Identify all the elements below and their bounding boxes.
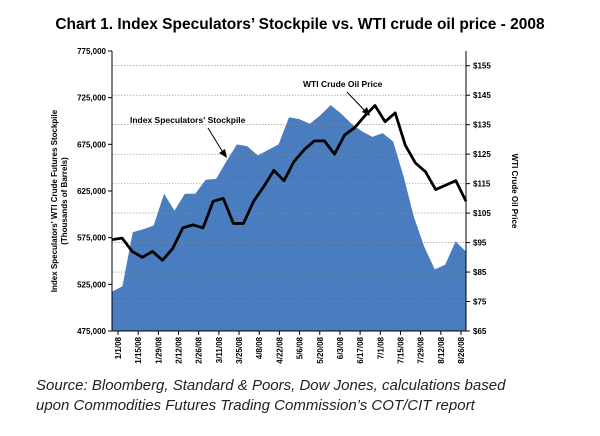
x-tick-labels: 1/1/08 1/15/08 1/29/08 2/12/08 2/26/08 3/11/0…: [114, 336, 466, 363]
x-tick-label: 6/17/08: [356, 336, 365, 363]
x-tick-label: 7/29/08: [417, 336, 426, 363]
source-note: Source: Bloomberg, Standard & Poors, Dow…: [36, 376, 596, 416]
y-right-tick-label: $125: [473, 150, 491, 159]
y-left-tick-label: 725,000: [77, 94, 106, 103]
price-annotation-arrowhead: [362, 107, 370, 116]
x-tick-label: 4/8/08: [255, 336, 264, 359]
grid-group: [112, 65, 466, 332]
y-right-axis-title: WTI Crude Oil Price: [510, 154, 519, 229]
x-tick-label: 2/26/08: [195, 336, 204, 363]
stockpile-annotation-arrow-shaft: [207, 127, 225, 155]
y-right-tick-label: $145: [473, 91, 491, 100]
y-right-tick-label: $105: [473, 209, 491, 218]
left-tick-labels: 775,000 725,000 675,000 625,000 575,000 525,0…: [77, 47, 106, 336]
y-left-tick-label: 525,000: [77, 280, 106, 289]
y-left-axis-title-units: (Thousands of Barrels): [60, 157, 69, 245]
y-left-tick-label: 775,000: [77, 47, 106, 56]
y-right-tick-label: $95: [473, 239, 487, 248]
y-right-tick-label: $85: [473, 268, 487, 277]
source-line-2: upon Commodities Futures Trading Commiss…: [36, 397, 475, 414]
stockpile-annotation-arrowhead: [219, 149, 227, 158]
x-tick-label: 8/26/08: [457, 336, 466, 363]
price-line-group: [111, 104, 468, 262]
annotations-group: Index Speculators' Stockpile WTI Crude Oi…: [130, 79, 383, 158]
stockpile-area: [112, 105, 466, 331]
x-tick-label: 5/20/08: [316, 336, 325, 363]
source-line-1: Source: Bloomberg, Standard & Poors, Dow…: [36, 377, 506, 394]
x-tick-label: 4/22/08: [275, 336, 284, 363]
y-left-axis-title: Index Speculators' WTI Crude Futures Sto…: [50, 109, 59, 292]
y-right-tick-label: $65: [473, 327, 487, 336]
y-right-tick-label: $75: [473, 298, 487, 307]
price-line: [111, 104, 468, 262]
y-right-tick-label: $115: [473, 180, 491, 189]
y-right-tick-label: $135: [473, 121, 491, 130]
chart-svg: 775,000 725,000 675,000 625,000 575,000 525,0…: [50, 47, 519, 364]
y-right-tick-label: $155: [473, 62, 491, 71]
x-tick-label: 3/11/08: [215, 336, 224, 363]
x-tick-label: 7/1/08: [376, 336, 385, 359]
x-tick-label: 2/12/08: [175, 336, 184, 363]
stockpile-area-group: [112, 105, 466, 331]
price-annotation: WTI Crude Oil Price: [303, 79, 383, 89]
y-left-tick-label: 675,000: [77, 140, 106, 149]
x-tick-label: 1/1/08: [114, 336, 123, 359]
chart-title: Chart 1. Index Speculators’ Stockpile vs…: [55, 16, 545, 33]
right-tick-labels: $155 $145 $135 $125 $115 $105 $95 $85 $75 $65: [473, 62, 491, 336]
y-left-tick-label: 575,000: [77, 234, 106, 243]
stockpile-annotation: Index Speculators' Stockpile: [130, 115, 246, 125]
price-annotation-arrow-shaft: [346, 91, 367, 113]
y-left-tick-label: 625,000: [77, 187, 106, 196]
x-tick-label: 5/6/08: [296, 336, 305, 359]
x-tick-label: 8/12/08: [437, 336, 446, 363]
x-tick-label: 7/15/08: [396, 336, 405, 363]
x-tick-label: 3/25/08: [235, 336, 244, 363]
y-left-tick-label: 475,000: [77, 327, 106, 336]
x-tick-label: 1/15/08: [134, 336, 143, 363]
x-tick-label: 1/29/08: [154, 336, 163, 363]
axes-group: [108, 50, 470, 335]
x-tick-label: 6/3/08: [336, 336, 345, 359]
